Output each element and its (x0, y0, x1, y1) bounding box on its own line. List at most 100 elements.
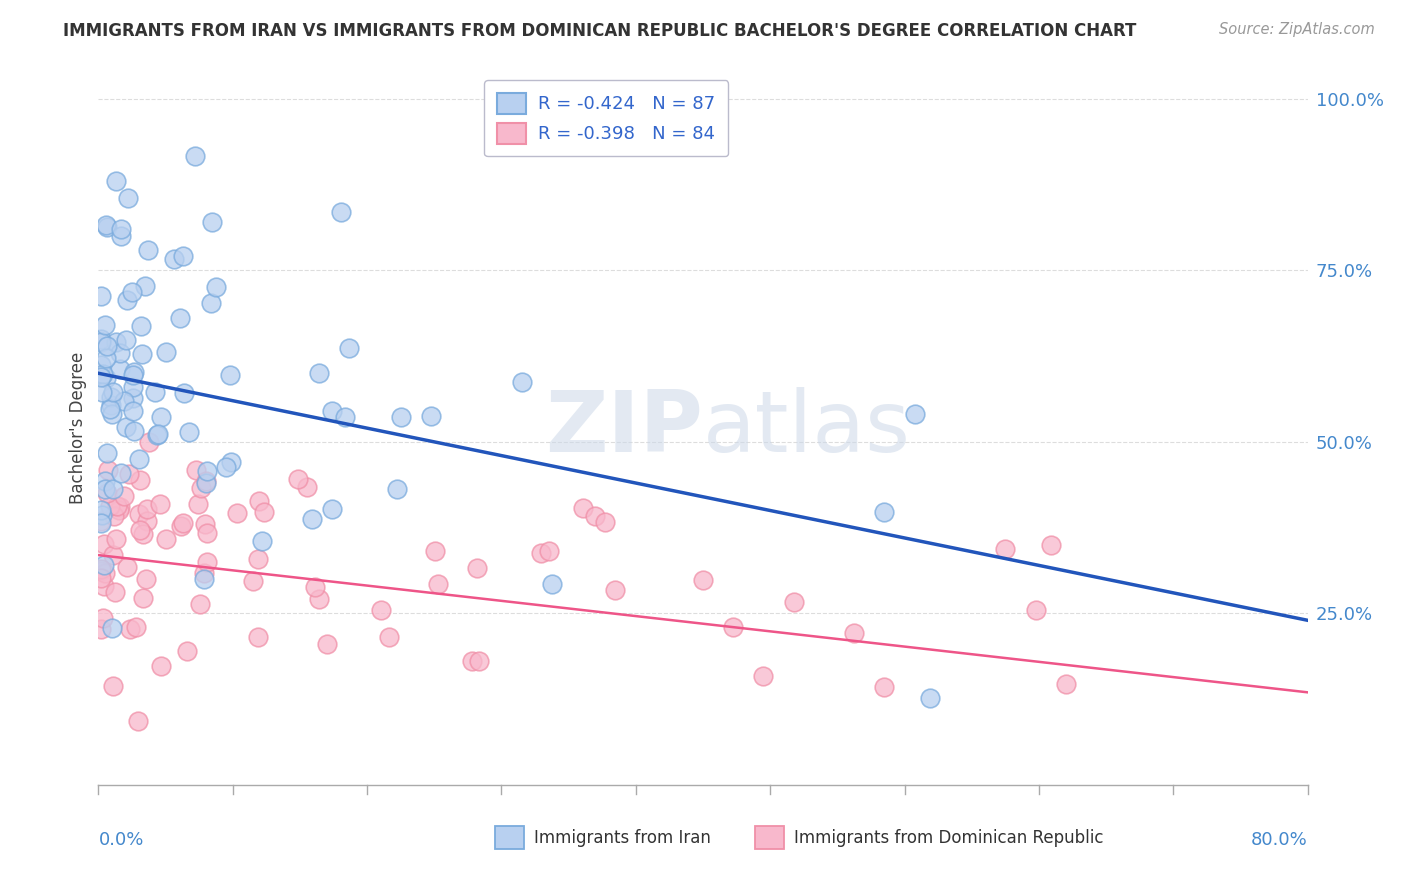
Point (571, 501, 593, 516)
Text: Immigrants from Iran: Immigrants from Iran (534, 829, 710, 847)
Point (603, 582, 626, 597)
Point (94, 218, 117, 232)
Point (994, 542, 1017, 557)
Point (253, 505, 276, 519)
Point (122, 391, 145, 405)
Point (101, 407, 124, 421)
Point (195, 555, 218, 569)
Point (333, 410, 356, 425)
Point (110, 222, 132, 236)
Point (101, 621, 124, 635)
Point (91, 610, 114, 624)
Point (378, 630, 401, 644)
Point (100, 398, 122, 412)
Point (136, 502, 159, 516)
Point (1039, 538, 1062, 552)
Point (91, 508, 114, 522)
Point (110, 229, 132, 244)
Point (122, 380, 145, 394)
Point (128, 451, 150, 466)
Point (465, 560, 488, 574)
Point (918, 690, 941, 705)
Point (132, 591, 155, 605)
Point (370, 603, 392, 617)
Point (91, 367, 114, 381)
Point (510, 375, 533, 389)
Point (122, 365, 145, 379)
Point (1024, 602, 1046, 616)
Point (873, 680, 896, 694)
Point (420, 409, 443, 424)
Point (94, 351, 117, 365)
Y-axis label: Bachelor's Degree: Bachelor's Degree (69, 352, 87, 504)
Point (188, 597, 211, 611)
Point (301, 512, 323, 526)
Point (467, 654, 489, 668)
Point (94, 474, 117, 488)
Point (93, 558, 115, 573)
Point (337, 342, 360, 356)
Point (385, 482, 408, 496)
Point (187, 497, 209, 511)
Point (219, 455, 242, 469)
Point (247, 494, 270, 508)
Point (120, 622, 142, 636)
Point (389, 410, 412, 425)
Point (90, 370, 112, 384)
Point (134, 279, 156, 293)
Point (184, 463, 207, 477)
Point (304, 580, 326, 594)
Point (94, 318, 117, 333)
Point (135, 572, 157, 586)
Point (193, 572, 215, 586)
Point (163, 252, 186, 266)
FancyBboxPatch shape (495, 826, 524, 849)
Point (752, 669, 775, 683)
Point (90, 562, 112, 576)
Point (321, 502, 343, 516)
Point (195, 464, 218, 478)
Point (136, 243, 159, 257)
Point (593, 515, 616, 529)
Point (93, 537, 115, 551)
Point (90, 385, 112, 400)
Point (193, 566, 215, 581)
Point (105, 500, 128, 514)
Point (132, 526, 155, 541)
Point (844, 625, 866, 640)
Point (115, 333, 138, 347)
Point (105, 174, 128, 188)
Point (90, 623, 112, 637)
Point (172, 249, 194, 263)
Text: IMMIGRANTS FROM IRAN VS IMMIGRANTS FROM DOMINICAN REPUBLIC BACHELOR'S DEGREE COR: IMMIGRANTS FROM IRAN VS IMMIGRANTS FROM … (63, 22, 1136, 40)
Point (329, 205, 352, 219)
Point (125, 619, 148, 633)
Point (200, 296, 222, 310)
Point (873, 505, 896, 519)
Point (170, 519, 193, 533)
Point (194, 516, 217, 531)
Point (172, 516, 194, 531)
Point (90, 289, 112, 303)
Point (105, 532, 128, 546)
Point (219, 368, 242, 383)
Point (129, 524, 152, 538)
FancyBboxPatch shape (755, 826, 785, 849)
Point (242, 574, 264, 588)
Point (308, 366, 330, 380)
Point (1054, 677, 1077, 691)
Point (583, 509, 606, 524)
Point (215, 459, 238, 474)
Point (90, 564, 112, 578)
Point (127, 714, 149, 728)
Text: 0.0%: 0.0% (98, 831, 143, 849)
Point (97, 463, 120, 477)
Point (195, 474, 218, 488)
Point (195, 475, 218, 490)
Point (321, 404, 343, 418)
Point (149, 498, 172, 512)
Point (108, 500, 131, 514)
Point (184, 149, 207, 163)
Point (295, 480, 318, 494)
Point (155, 533, 177, 547)
